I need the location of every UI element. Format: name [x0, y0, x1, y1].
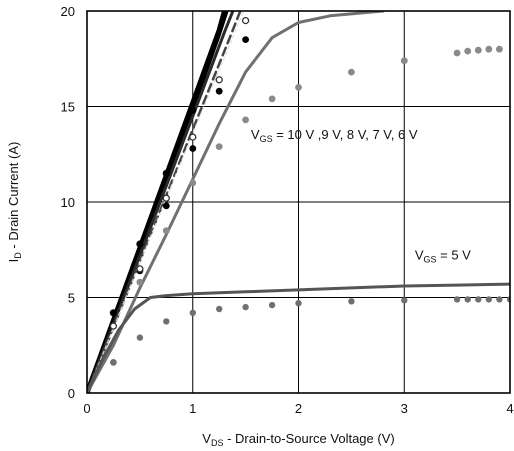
- vgs5-dots-point: [216, 305, 223, 313]
- vgs5-dots-point: [110, 359, 117, 366]
- x-axis-label-main: V: [202, 431, 211, 446]
- y-tick-label: 15: [61, 100, 75, 115]
- x-tick-label: 2: [295, 401, 302, 416]
- vgs5-dots-point: [348, 298, 355, 305]
- plot-frame: [86, 10, 511, 394]
- annotation-vgs-high: VGS = 10 V ,9 V, 8 V, 7 V, 6 V: [251, 127, 418, 144]
- vgs6-dots-point: [485, 45, 493, 53]
- y-tick-label: 5: [68, 291, 75, 306]
- y-axis-label: ID - Drain Current (A): [6, 142, 23, 263]
- series-layer: [87, 11, 510, 393]
- vgs8-line: [87, 11, 235, 393]
- vgs7-line: [87, 11, 242, 393]
- vgs5-line: [87, 282, 510, 393]
- y-tick-label: 0: [68, 386, 75, 401]
- vgs5-dots-point: [401, 297, 408, 304]
- vgs6-dots-point: [189, 179, 197, 187]
- vgs5-dots-point: [242, 303, 249, 311]
- vgs6-dots-point: [496, 45, 503, 53]
- vgs5-dots-point: [163, 318, 170, 325]
- vgs9-dots-point: [242, 36, 250, 43]
- vgs6-dots-point: [136, 278, 144, 286]
- vgs7-open-dots-point: [241, 16, 250, 25]
- vgs10-dots-point: [136, 240, 144, 248]
- vgs5-dots-point: [485, 296, 492, 303]
- x-axis-label: VDS - Drain-to-Source Voltage (V): [202, 431, 394, 448]
- x-tick-label: 3: [401, 401, 408, 416]
- annotations: VGS = 10 V ,9 V, 8 V, 7 V, 6 V VGS = 5 V: [251, 127, 471, 264]
- vgs10-dots-point: [109, 309, 117, 317]
- vgs10-dots-point: [189, 106, 197, 114]
- vgs6-dots-point: [162, 227, 170, 235]
- vgs6-dots-point: [474, 46, 482, 54]
- vgs5-dots-point: [295, 300, 302, 307]
- vgs5-dots-point: [189, 309, 196, 316]
- scatter-layer: [109, 16, 510, 366]
- y-tick-label: 10: [61, 195, 75, 210]
- vgs7-open-dots-point: [189, 133, 197, 141]
- y-axis-label-main: I: [6, 259, 21, 263]
- vgs9-dots-point: [189, 145, 197, 152]
- vgs6-dots-point: [464, 47, 472, 55]
- vgs5-dots-point: [496, 296, 503, 303]
- vgs7-open-dots-point: [136, 265, 144, 273]
- vgs5-dots-point: [453, 296, 461, 303]
- vgs5-dots-point: [464, 296, 471, 303]
- y-axis-label-rest: - Drain Current (A): [6, 142, 21, 253]
- x-tick-label: 1: [189, 401, 196, 416]
- vgs7-open-dots-point: [215, 76, 223, 84]
- vgs6-line: [87, 11, 385, 393]
- vgs9-dots-point: [162, 202, 170, 210]
- vgs7-open-dots-point: [162, 194, 170, 202]
- x-axis-label-rest: - Drain-to-Source Voltage (V): [223, 431, 394, 446]
- vgs5-dots-point: [475, 296, 482, 303]
- vgs10-dots-point: [162, 169, 170, 177]
- x-tick-label: 0: [83, 401, 90, 416]
- vgs9-dots-point: [215, 87, 223, 95]
- vgs7-open-dots-point: [109, 322, 118, 330]
- vgs6-dots-point: [295, 84, 302, 91]
- vgs5-dots-point: [136, 334, 144, 341]
- annotation-vgs-5: VGS = 5 V: [415, 247, 471, 264]
- y-axis-label-sub: D: [13, 252, 23, 259]
- grid: [86, 10, 511, 394]
- vgs5-dots-point: [268, 301, 276, 309]
- y-tick-label: 20: [61, 4, 75, 19]
- vgs6-dots-point: [348, 68, 355, 76]
- vgs6-dots-point: [453, 49, 461, 57]
- tick-labels: 0 1 2 3 4 0 5 10 15 20: [61, 4, 514, 416]
- vgs6-dots-point: [268, 95, 276, 103]
- vgs7w-line: [87, 11, 245, 393]
- vgs6-dots-point: [400, 57, 408, 65]
- vgs6-dots-point: [215, 143, 223, 151]
- vgs6-dots-point: [242, 116, 250, 124]
- x-axis-label-sub: DS: [211, 438, 224, 448]
- x-tick-label: 4: [506, 401, 513, 416]
